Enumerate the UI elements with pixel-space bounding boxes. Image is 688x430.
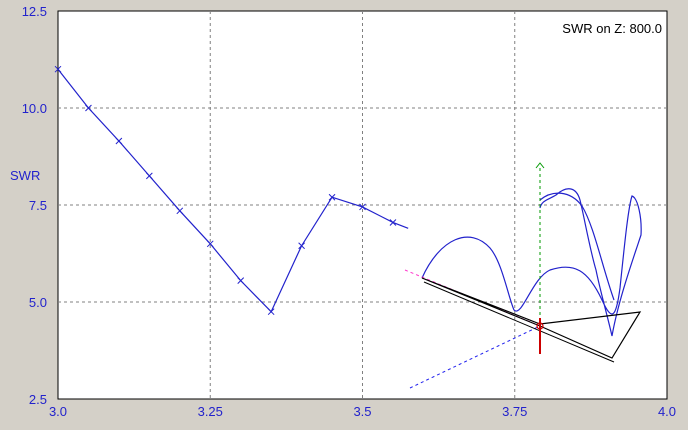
data-point-marker bbox=[145, 172, 153, 180]
axis-y-arrow bbox=[535, 162, 545, 169]
x-tick-labels: 3.0 3.25 3.5 3.75 4.0 bbox=[49, 404, 676, 419]
antenna-wire-edge bbox=[423, 281, 615, 363]
data-point-marker bbox=[359, 203, 366, 211]
grid bbox=[58, 11, 667, 399]
data-point-marker bbox=[237, 277, 245, 285]
y-tick-label: 12.5 bbox=[22, 4, 47, 19]
y-tick-label: 2.5 bbox=[29, 392, 47, 407]
data-point-marker bbox=[267, 308, 275, 316]
data-point-marker bbox=[85, 104, 92, 112]
antenna-3d-view bbox=[404, 162, 642, 389]
data-point-marker bbox=[328, 193, 336, 201]
y-tick-labels: 2.5 5.0 7.5 10.0 12.5 bbox=[22, 4, 47, 407]
y-axis-label: SWR bbox=[10, 168, 40, 183]
radiation-pattern-lobe-inner bbox=[539, 192, 615, 301]
data-point-marker bbox=[115, 137, 123, 145]
swr-series bbox=[54, 65, 409, 316]
y-tick-label: 7.5 bbox=[29, 198, 47, 213]
x-tick-label: 3.75 bbox=[502, 404, 527, 419]
feed-point bbox=[536, 322, 544, 330]
data-point-marker bbox=[206, 240, 214, 248]
data-point-marker bbox=[54, 65, 62, 73]
radiation-pattern-lobe bbox=[421, 188, 642, 337]
swr-annotation: SWR on Z: 800.0 bbox=[562, 21, 662, 36]
data-point-marker bbox=[298, 242, 305, 250]
x-tick-label: 3.0 bbox=[49, 404, 67, 419]
data-point-marker bbox=[176, 207, 184, 215]
y-tick-label: 10.0 bbox=[22, 101, 47, 116]
antenna-wire-triangle bbox=[421, 277, 642, 359]
axis-z-blue bbox=[409, 325, 541, 389]
x-tick-label: 3.5 bbox=[353, 404, 371, 419]
y-tick-label: 5.0 bbox=[29, 295, 47, 310]
x-tick-label: 4.0 bbox=[658, 404, 676, 419]
x-tick-label: 3.25 bbox=[198, 404, 223, 419]
data-point-marker bbox=[389, 219, 397, 226]
